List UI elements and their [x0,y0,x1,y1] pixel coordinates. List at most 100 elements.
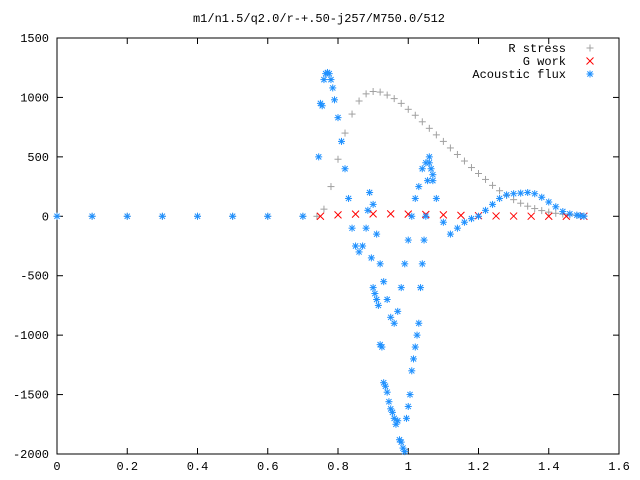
data-point-acoustic-flux [380,278,388,286]
data-point-r-stress [341,129,349,137]
data-point-acoustic-flux [446,230,454,238]
data-point-acoustic-flux [460,218,468,226]
y-tick-label: 1500 [20,32,49,46]
data-point-r-stress [334,155,342,163]
data-point-r-stress [432,131,440,139]
data-point-r-stress [418,118,426,126]
data-point-acoustic-flux [373,230,381,238]
data-point-acoustic-flux [329,84,337,92]
x-axis: 0 0.2 0.4 0.6 0.8 1 1.2 1.4 1.6 [53,38,630,474]
data-point-acoustic-flux [413,331,421,339]
data-point-acoustic-flux [425,153,433,161]
x-tick-label: 0.6 [257,460,279,474]
data-point-acoustic-flux [427,165,435,173]
data-point-g-work [457,211,465,220]
data-point-r-stress [496,187,504,195]
data-point-acoustic-flux [404,236,412,244]
data-point-acoustic-flux [411,343,419,351]
chart-title: m1/n1.5/q2.0/r-+.50-j257/M750.0/512 [193,12,445,26]
data-point-acoustic-flux [415,319,423,327]
data-point-g-work [544,212,553,221]
data-point-g-work [316,212,325,221]
data-point-acoustic-flux [387,313,395,321]
data-point-g-work [334,211,342,219]
data-point-acoustic-flux [552,203,560,211]
data-point-r-stress [313,212,321,220]
data-point-g-work [492,212,500,220]
x-tick-label: 0.4 [187,460,209,474]
y-tick-label: -500 [20,270,49,284]
data-point-acoustic-flux [410,355,418,363]
data-point-acoustic-flux [341,165,349,173]
x-tick-label: 0.8 [327,460,349,474]
data-point-r-stress [390,95,398,103]
x-tick-label: 1.6 [608,460,630,474]
data-point-acoustic-flux [417,284,425,292]
data-point-acoustic-flux [371,290,379,298]
data-point-acoustic-flux [264,212,272,220]
data-point-r-stress [425,124,433,132]
data-point-acoustic-flux [517,189,525,197]
data-point-acoustic-flux [53,212,61,220]
data-point-acoustic-flux [418,165,426,173]
data-point-r-stress [538,207,546,215]
series-g-work [316,210,588,221]
data-point-r-stress [439,137,447,145]
data-point-r-stress [327,183,335,191]
data-point-r-stress [510,196,518,204]
data-point-acoustic-flux [397,438,405,446]
data-point-acoustic-flux [364,206,372,214]
data-point-g-work [527,212,536,221]
data-point-acoustic-flux [376,260,384,268]
data-point-r-stress [482,175,490,183]
y-tick-label: 0 [42,210,49,224]
data-point-acoustic-flux [496,194,504,202]
data-point-acoustic-flux [318,102,326,110]
data-point-acoustic-flux [359,242,367,250]
data-point-g-work [386,210,395,218]
data-point-acoustic-flux [397,284,405,292]
x-tick-label: 1.2 [468,460,490,474]
data-point-acoustic-flux [299,212,307,220]
data-point-r-stress [369,87,377,95]
data-point-acoustic-flux [422,212,430,220]
data-point-g-work [351,210,360,218]
data-point-acoustic-flux [338,137,346,145]
data-point-acoustic-flux [88,212,96,220]
data-point-acoustic-flux [524,189,532,197]
data-point-r-stress [467,164,475,172]
data-point-r-stress [545,208,553,216]
data-point-acoustic-flux [475,212,482,220]
data-point-acoustic-flux [489,200,497,208]
data-point-r-stress [552,209,560,217]
data-point-acoustic-flux [334,114,342,122]
data-point-acoustic-flux [367,254,375,262]
data-point-acoustic-flux [325,70,333,78]
data-point-acoustic-flux [345,194,353,202]
data-point-acoustic-flux [390,319,398,327]
data-point-acoustic-flux [366,189,374,197]
data-point-acoustic-flux [378,343,386,351]
data-point-acoustic-flux [401,260,409,268]
data-point-acoustic-flux [510,190,518,198]
data-point-acoustic-flux [467,215,475,223]
data-point-acoustic-flux [390,414,398,422]
data-point-acoustic-flux [194,212,201,220]
legend-label: Acoustic flux [472,68,566,82]
data-point-acoustic-flux [327,76,335,84]
y-tick-label: -1000 [13,329,49,343]
data-point-acoustic-flux [503,191,511,199]
data-point-acoustic-flux [531,190,539,198]
x-tick-label: 1.4 [538,460,560,474]
data-point-acoustic-flux [355,248,363,256]
legend-marker [586,44,594,52]
data-point-acoustic-flux [123,212,131,220]
x-tick-label: 0 [53,460,60,474]
data-point-acoustic-flux [385,398,393,406]
data-point-acoustic-flux [425,159,433,167]
data-point-acoustic-flux [408,367,416,375]
data-point-r-stress [517,199,525,207]
data-point-g-work [509,212,518,220]
data-point-acoustic-flux [369,200,377,208]
data-point-acoustic-flux [383,295,391,303]
